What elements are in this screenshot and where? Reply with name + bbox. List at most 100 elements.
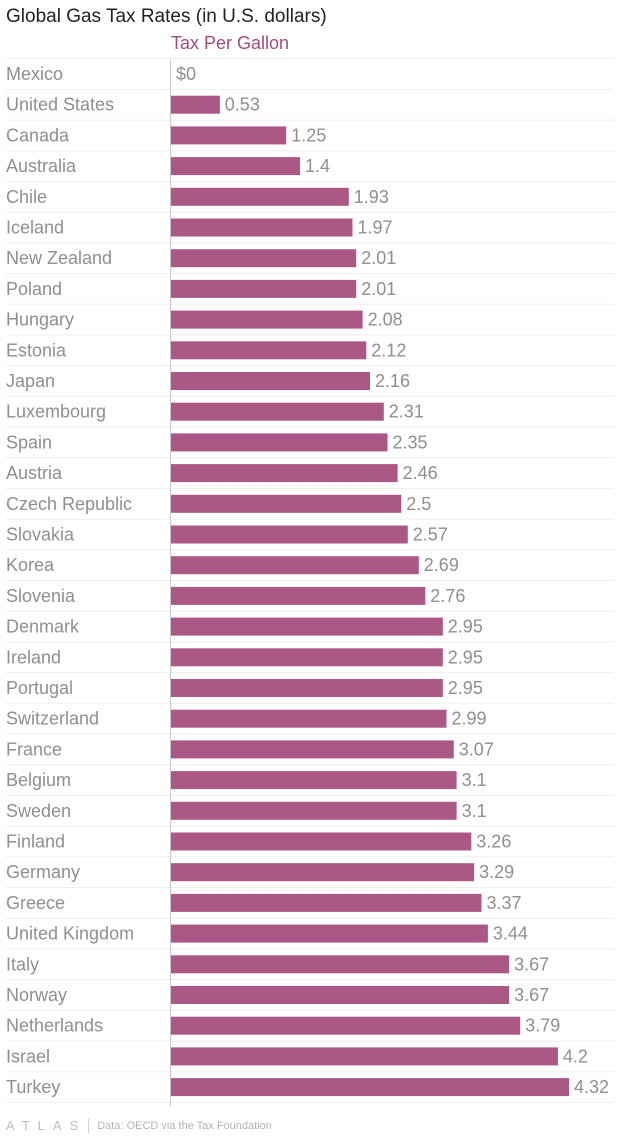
bar bbox=[171, 586, 426, 605]
bar bbox=[171, 771, 457, 790]
category-label: Finland bbox=[6, 832, 65, 852]
value-label: 2.35 bbox=[393, 432, 428, 452]
footer-divider bbox=[88, 1118, 90, 1133]
category-label: Chile bbox=[6, 187, 47, 207]
category-label: New Zealand bbox=[6, 248, 112, 268]
value-label: 4.2 bbox=[563, 1046, 588, 1066]
bar bbox=[171, 95, 220, 114]
bar bbox=[171, 648, 443, 667]
category-label: Turkey bbox=[6, 1077, 60, 1097]
value-label: 2.76 bbox=[430, 586, 465, 606]
category-label: Estonia bbox=[6, 340, 67, 360]
category-label: Germany bbox=[6, 862, 80, 882]
atlas-logo: ATLAS bbox=[6, 1118, 87, 1133]
series-label: Tax Per Gallon bbox=[171, 33, 290, 53]
category-label: Sweden bbox=[6, 801, 71, 821]
category-label: Spain bbox=[6, 432, 52, 452]
value-label: 4.32 bbox=[574, 1077, 609, 1097]
value-label: 3.1 bbox=[462, 801, 487, 821]
bar bbox=[171, 863, 475, 882]
category-label: United States bbox=[6, 95, 114, 115]
category-label: Slovakia bbox=[6, 525, 75, 545]
category-label: Greece bbox=[6, 893, 65, 913]
value-label: 2.69 bbox=[424, 555, 459, 575]
value-label: 3.29 bbox=[479, 862, 514, 882]
bar bbox=[171, 126, 287, 145]
value-label: 2.01 bbox=[361, 279, 396, 299]
bar bbox=[171, 679, 443, 697]
bar bbox=[171, 157, 300, 176]
bar bbox=[171, 740, 454, 759]
chart-title: Global Gas Tax Rates (in U.S. dollars) bbox=[6, 6, 327, 27]
category-label: Italy bbox=[6, 954, 39, 974]
value-label: $0 bbox=[176, 64, 196, 84]
category-label: Hungary bbox=[6, 310, 74, 330]
value-label: 0.53 bbox=[225, 95, 260, 115]
bar bbox=[171, 187, 349, 206]
bar bbox=[171, 1078, 569, 1097]
value-label: 1.25 bbox=[291, 125, 326, 145]
value-label: 3.67 bbox=[514, 985, 549, 1005]
bar bbox=[171, 986, 510, 1004]
category-label: Canada bbox=[6, 125, 70, 145]
value-label: 1.93 bbox=[354, 187, 389, 207]
bar bbox=[171, 1016, 521, 1035]
bar bbox=[171, 709, 447, 728]
value-label: 2.08 bbox=[368, 310, 403, 330]
category-label: Australia bbox=[6, 156, 77, 176]
category-label: Portugal bbox=[6, 678, 73, 698]
bar bbox=[171, 218, 353, 237]
value-label: 3.67 bbox=[514, 954, 549, 974]
value-label: 2.01 bbox=[361, 248, 396, 268]
category-label: Israel bbox=[6, 1046, 50, 1066]
bar-chart: Mexico $0 United States 0.53 Canada 1.25 Austr… bbox=[6, 58, 614, 1107]
category-label: Czech Republic bbox=[6, 494, 132, 514]
value-label: 2.95 bbox=[448, 647, 483, 667]
category-label: Netherlands bbox=[6, 1016, 103, 1036]
value-label: 2.16 bbox=[375, 371, 410, 391]
bar bbox=[171, 556, 419, 575]
bar bbox=[171, 372, 370, 390]
bar bbox=[171, 924, 488, 943]
bar bbox=[171, 310, 363, 329]
value-label: 2.95 bbox=[448, 678, 483, 698]
bar bbox=[171, 494, 402, 513]
category-label: Ireland bbox=[6, 647, 61, 667]
category-label: Belgium bbox=[6, 770, 71, 790]
category-label: Switzerland bbox=[6, 709, 99, 729]
value-label: 3.79 bbox=[525, 1016, 560, 1036]
value-label: 1.97 bbox=[358, 218, 393, 238]
value-label: 1.4 bbox=[305, 156, 330, 176]
value-label: 3.44 bbox=[493, 924, 528, 944]
bar bbox=[171, 955, 510, 974]
category-label: Slovenia bbox=[6, 586, 76, 606]
value-label: 2.31 bbox=[389, 402, 424, 422]
category-label: Norway bbox=[6, 985, 67, 1005]
category-label: Luxembourg bbox=[6, 402, 106, 422]
category-label: France bbox=[6, 739, 62, 759]
value-label: 3.26 bbox=[476, 832, 511, 852]
bar bbox=[171, 801, 457, 820]
bar bbox=[171, 433, 388, 452]
bar bbox=[171, 525, 408, 544]
value-label: 2.5 bbox=[406, 494, 431, 514]
value-label: 3.07 bbox=[459, 739, 494, 759]
category-label: Japan bbox=[6, 371, 55, 391]
bar bbox=[171, 402, 384, 421]
bar bbox=[171, 1047, 558, 1066]
bar bbox=[171, 617, 443, 636]
bar bbox=[171, 341, 367, 360]
value-label: 3.37 bbox=[487, 893, 522, 913]
value-label: 2.57 bbox=[413, 525, 448, 545]
footer: ATLAS Data: OECD via the Tax Foundation bbox=[6, 1118, 272, 1133]
value-label: 2.95 bbox=[448, 617, 483, 637]
category-label: Mexico bbox=[6, 64, 63, 84]
value-label: 2.99 bbox=[452, 709, 487, 729]
value-label: 2.46 bbox=[403, 463, 438, 483]
bar bbox=[171, 893, 482, 912]
value-label: 3.1 bbox=[462, 770, 487, 790]
bar bbox=[171, 832, 472, 851]
bar bbox=[171, 464, 398, 483]
bar bbox=[171, 279, 357, 298]
source-note: Data: OECD via the Tax Foundation bbox=[97, 1119, 272, 1132]
